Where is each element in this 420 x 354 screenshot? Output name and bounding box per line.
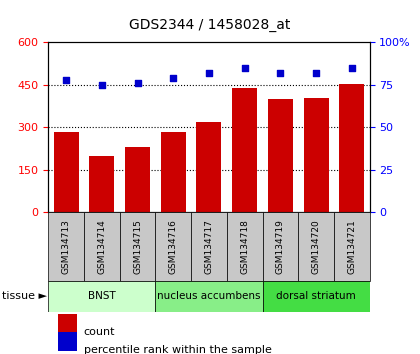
Text: tissue ►: tissue ► [2, 291, 47, 302]
FancyBboxPatch shape [298, 212, 334, 281]
Point [98, 82, 105, 88]
Text: GDS2344 / 1458028_at: GDS2344 / 1458028_at [129, 18, 291, 32]
Point [134, 80, 141, 86]
Text: GSM134718: GSM134718 [240, 219, 249, 274]
Point [277, 70, 284, 76]
Point [170, 75, 177, 81]
FancyBboxPatch shape [262, 212, 298, 281]
FancyBboxPatch shape [334, 212, 370, 281]
Bar [262, 281, 370, 312]
FancyBboxPatch shape [155, 212, 191, 281]
Text: GSM134716: GSM134716 [169, 219, 178, 274]
Bar [232, 88, 257, 212]
FancyBboxPatch shape [227, 212, 262, 281]
Bar [197, 122, 221, 212]
Bar [89, 156, 114, 212]
FancyBboxPatch shape [48, 212, 84, 281]
Point [349, 65, 355, 71]
Bar [339, 84, 364, 212]
Text: GSM134717: GSM134717 [205, 219, 213, 274]
Text: nucleus accumbens: nucleus accumbens [157, 291, 261, 302]
Text: percentile rank within the sample: percentile rank within the sample [84, 345, 271, 354]
Text: GSM134721: GSM134721 [347, 219, 356, 274]
Bar [54, 132, 79, 212]
FancyBboxPatch shape [84, 212, 120, 281]
Point [241, 65, 248, 71]
Bar [161, 132, 186, 212]
Bar [48, 281, 155, 312]
Bar [155, 281, 262, 312]
Text: BNST: BNST [88, 291, 116, 302]
Text: GSM134713: GSM134713 [62, 219, 71, 274]
Bar [304, 98, 328, 212]
Text: GSM134714: GSM134714 [97, 219, 106, 274]
Bar [58, 314, 77, 333]
Point [312, 70, 319, 76]
Text: dorsal striatum: dorsal striatum [276, 291, 356, 302]
Text: GSM134720: GSM134720 [312, 219, 320, 274]
Bar [58, 332, 77, 351]
Bar [125, 147, 150, 212]
FancyBboxPatch shape [191, 212, 227, 281]
Text: GSM134715: GSM134715 [133, 219, 142, 274]
Bar [268, 99, 293, 212]
Point [63, 77, 70, 83]
Point [206, 70, 212, 76]
Text: count: count [84, 327, 115, 337]
Text: GSM134719: GSM134719 [276, 219, 285, 274]
FancyBboxPatch shape [120, 212, 155, 281]
